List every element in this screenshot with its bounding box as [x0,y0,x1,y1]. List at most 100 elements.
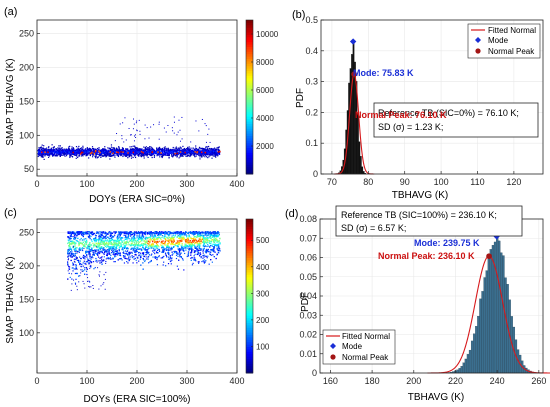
data-point [114,261,116,263]
data-point [120,152,122,155]
data-point [182,231,184,234]
data-point [76,257,78,260]
data-point [78,145,80,148]
data-point [149,146,151,148]
data-point [76,149,78,152]
data-point [135,243,137,245]
data-point [137,232,139,235]
data-point [211,248,213,251]
data-point [161,150,163,152]
data-point [209,141,211,143]
data-point [212,150,214,152]
data-point [116,237,118,239]
data-point [40,152,42,154]
data-point [208,241,210,244]
data-point [58,150,60,152]
data-point [167,237,169,240]
data-point [111,150,113,152]
data-point [177,255,179,257]
data-point [165,147,167,149]
data-point [160,232,162,234]
data-point [120,246,122,248]
data-point [114,244,116,246]
data-point [90,151,92,154]
data-point [171,231,173,234]
data-point [202,234,204,236]
data-point [181,242,183,245]
data-point [86,232,88,235]
data-point [164,253,167,255]
data-point [114,149,116,151]
data-point [164,236,166,238]
data-point [51,154,54,156]
data-point [163,154,165,156]
data-point [204,154,206,156]
data-point [125,155,128,157]
data-point [151,244,154,246]
data-point [209,150,212,152]
data-point [166,151,168,153]
data-point [107,244,109,246]
data-point [202,149,204,151]
data-point [132,153,134,155]
data-point [101,234,103,236]
x-tick-label: 80 [363,177,373,187]
data-point [164,231,166,233]
data-point [136,130,138,132]
colorbar-segment [246,80,253,84]
data-point [139,150,141,152]
data-point [157,150,159,152]
data-point [190,154,192,157]
data-point [82,145,84,147]
data-point [85,152,87,154]
data-point [205,153,207,155]
data-point [143,157,145,159]
data-point [101,152,103,154]
data-point [158,246,160,248]
data-point [199,158,201,160]
data-point [125,152,127,154]
data-point [125,150,127,152]
data-point [158,121,160,123]
data-point [44,154,46,156]
data-point [67,153,69,155]
colorbar-segment [246,140,253,144]
data-point [207,153,209,155]
data-point [196,232,198,235]
data-point [212,254,214,256]
data-point [163,149,165,151]
data-point [216,235,218,237]
data-point [108,237,110,240]
colorbar-tick-label: 10000 [256,30,279,39]
data-point [161,156,163,159]
data-point [133,135,135,137]
data-point [190,154,192,156]
data-point [82,151,85,153]
data-point [75,264,77,266]
data-point [165,238,167,240]
data-point [146,231,149,234]
data-point [126,253,129,255]
data-point [191,150,193,153]
data-point [74,248,76,250]
data-point [204,123,206,125]
data-point [169,239,171,241]
data-point [152,247,155,249]
data-point [132,148,134,150]
data-point [129,256,131,258]
data-point [109,241,111,243]
data-point [95,154,97,156]
data-point [197,251,199,253]
data-point [187,255,190,257]
data-point [68,247,70,249]
data-point [179,231,181,234]
colorbar-segment [246,46,253,50]
data-point [144,138,146,140]
data-point [181,149,184,151]
data-point [154,150,156,152]
data-point [143,253,145,256]
data-point [113,254,115,256]
data-point [192,262,194,264]
data-point [88,147,91,149]
data-point [208,145,210,148]
